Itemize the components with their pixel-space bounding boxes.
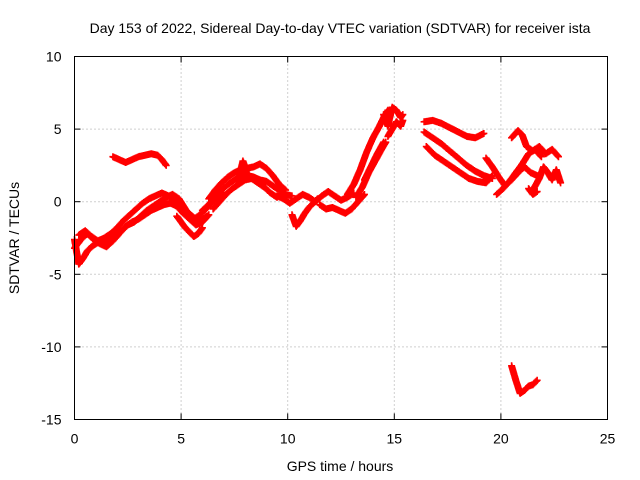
data-point bbox=[493, 186, 506, 198]
data-point bbox=[352, 184, 366, 201]
data-point bbox=[184, 208, 197, 221]
data-point bbox=[314, 195, 322, 203]
data-point bbox=[162, 161, 170, 169]
data-point bbox=[518, 131, 530, 149]
data-series-trace-early-high bbox=[75, 189, 211, 245]
data-point bbox=[107, 225, 120, 238]
data-point bbox=[422, 143, 438, 158]
tick-marks bbox=[74, 56, 608, 420]
y-tick-label: -15 bbox=[41, 412, 61, 428]
data-point bbox=[282, 186, 290, 194]
x-tick-label: 0 bbox=[71, 431, 79, 447]
data-point bbox=[480, 129, 488, 137]
data-point bbox=[203, 212, 211, 220]
data-point bbox=[83, 244, 95, 255]
data-point bbox=[243, 172, 251, 180]
data-point bbox=[518, 151, 532, 168]
data-point bbox=[222, 186, 235, 198]
data-series-trace-peak-15h-low bbox=[384, 116, 407, 140]
data-point bbox=[348, 199, 361, 213]
data-series-trace-rise-c bbox=[361, 138, 388, 184]
data-series-trace-evening-b bbox=[493, 145, 545, 198]
y-tick-label: -5 bbox=[49, 266, 62, 282]
data-point bbox=[533, 376, 541, 384]
data-series-trace-early-mid bbox=[71, 199, 213, 252]
data-point bbox=[557, 179, 565, 187]
data-point bbox=[520, 163, 534, 176]
data-series-trace-mid-low bbox=[316, 190, 368, 217]
data-point bbox=[529, 377, 540, 389]
data-point bbox=[554, 153, 562, 161]
x-tick-label: 10 bbox=[280, 431, 296, 447]
data-point bbox=[309, 196, 321, 207]
data-series-trace-isolated-2h bbox=[109, 150, 170, 169]
data-series-trace-peak-15h bbox=[380, 103, 407, 130]
y-axis-label: SDTVAR / TECUs bbox=[6, 182, 22, 294]
data-point bbox=[343, 181, 357, 198]
x-tick-label: 20 bbox=[493, 431, 509, 447]
chart-title: Day 153 of 2022, Sidereal Day-to-day VTE… bbox=[90, 20, 591, 36]
data-point bbox=[367, 151, 381, 171]
data-point bbox=[488, 163, 502, 180]
data-series-trace-afternoon-a bbox=[420, 116, 488, 142]
data-series-trace-afternoon-c bbox=[422, 143, 496, 187]
data-point bbox=[369, 123, 383, 142]
x-tick-label: 25 bbox=[600, 431, 616, 447]
y-tick-label: -10 bbox=[41, 339, 61, 355]
data-point bbox=[363, 135, 376, 156]
data-point bbox=[380, 138, 388, 146]
y-tick-label: 5 bbox=[54, 121, 62, 137]
data-point bbox=[360, 190, 368, 198]
grid-lines bbox=[74, 56, 608, 420]
data-series-trace-mid-dip bbox=[288, 195, 322, 230]
data-series-trace-late-low bbox=[525, 185, 541, 198]
data-series-trace-late bbox=[529, 163, 565, 194]
data-series-trace-dip-6h bbox=[173, 212, 206, 240]
data-point bbox=[533, 188, 541, 196]
y-tick-label: 10 bbox=[46, 49, 62, 65]
data-point bbox=[350, 167, 364, 188]
data-point bbox=[373, 139, 387, 158]
data-point bbox=[397, 112, 406, 121]
x-tick-label: 5 bbox=[177, 431, 185, 447]
x-tick-label: 15 bbox=[387, 431, 403, 447]
y-tick-label: 0 bbox=[54, 194, 62, 210]
data-series-trace-evening-a bbox=[482, 154, 541, 190]
x-axis-label: GPS time / hours bbox=[287, 458, 394, 474]
data-series-trace-spike-7-8h bbox=[235, 157, 251, 184]
data-point bbox=[361, 164, 374, 184]
data-point bbox=[537, 153, 545, 161]
data-point bbox=[198, 224, 206, 232]
tick-labels: 0 5 10 15 20 25 -15 -10 -5 0 5 10 bbox=[41, 49, 615, 447]
data-point bbox=[356, 150, 370, 174]
data-point bbox=[399, 116, 407, 124]
data-points bbox=[71, 103, 565, 397]
data-series-trace-evening-c bbox=[508, 127, 562, 161]
plot-frame bbox=[74, 56, 608, 420]
data-series-trace-negative-outlier bbox=[508, 362, 541, 397]
